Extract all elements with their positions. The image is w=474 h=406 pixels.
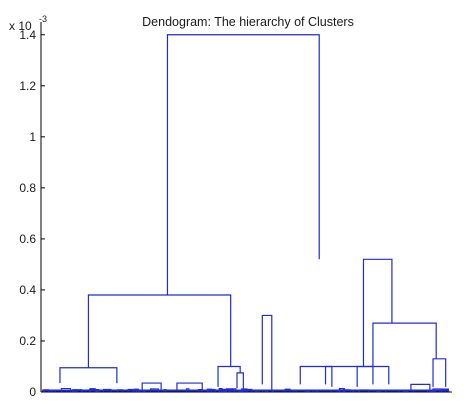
- leaf-link: [254, 390, 260, 392]
- y-exponent-power: -3: [39, 14, 47, 24]
- dendrogram-link: [261, 314, 273, 390]
- dendrogram-link: [166, 34, 320, 296]
- y-tick-group: 0 0.2 0.4 0.6 0.8 1 1.2 1.4: [19, 28, 45, 399]
- y-tick-label: 0.4: [19, 283, 36, 297]
- y-tick-label: 0.6: [19, 232, 36, 246]
- leaf-link: [403, 390, 409, 392]
- dendrogram-link: [324, 365, 374, 385]
- dendrogram-link: [176, 382, 203, 390]
- dendrogram-link: [217, 365, 241, 387]
- y-tick-label: 1: [29, 130, 36, 144]
- dendrogram-links: [59, 34, 447, 390]
- dendrogram-link: [362, 258, 393, 367]
- y-exponent-label: x 10 -3: [9, 14, 47, 33]
- y-tick-label: 0.8: [19, 181, 36, 195]
- leaf-noise-group: [42, 387, 450, 392]
- dendrogram-link: [59, 367, 118, 384]
- dendrogram-link: [372, 322, 437, 367]
- dendrogram-link: [87, 294, 232, 368]
- dendrogram-link: [141, 382, 162, 390]
- dendrogram-link: [299, 365, 333, 387]
- y-exponent-base: x 10: [9, 19, 32, 33]
- chart-title: Dendogram: The hierarchy of Clusters: [142, 15, 354, 29]
- y-tick-label: 1.2: [19, 79, 36, 93]
- y-axis: 0 0.2 0.4 0.6 0.8 1 1.2 1.4: [19, 22, 45, 399]
- y-tick-label: 1.4: [19, 28, 36, 42]
- dendrogram-link: [410, 383, 431, 390]
- dendrogram-link: [432, 358, 447, 387]
- y-tick-label: 0.2: [19, 334, 36, 348]
- dendrogram-link: [236, 372, 244, 390]
- y-tick-label: 0: [29, 385, 36, 399]
- dendrogram-link: [356, 365, 390, 387]
